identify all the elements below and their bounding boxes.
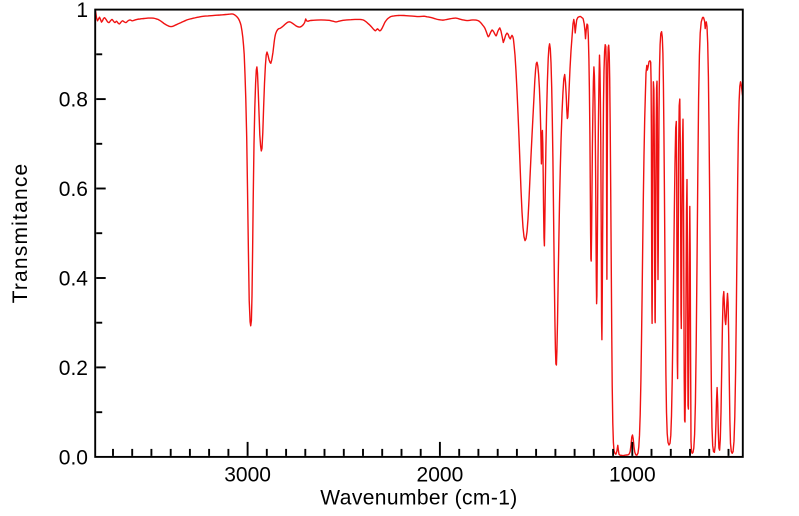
svg-text:0.4: 0.4 (59, 268, 89, 291)
svg-text:0.8: 0.8 (59, 89, 88, 112)
svg-text:2000: 2000 (417, 464, 464, 487)
svg-text:Wavenumber (cm-1): Wavenumber (cm-1) (320, 487, 517, 510)
svg-text:0.6: 0.6 (59, 178, 88, 201)
svg-text:0.0: 0.0 (59, 446, 88, 469)
svg-text:Transmitance: Transmitance (9, 163, 32, 304)
svg-text:3000: 3000 (224, 464, 271, 487)
svg-text:1: 1 (76, 0, 88, 22)
svg-text:1000: 1000 (609, 464, 656, 487)
svg-text:0.2: 0.2 (59, 357, 88, 380)
